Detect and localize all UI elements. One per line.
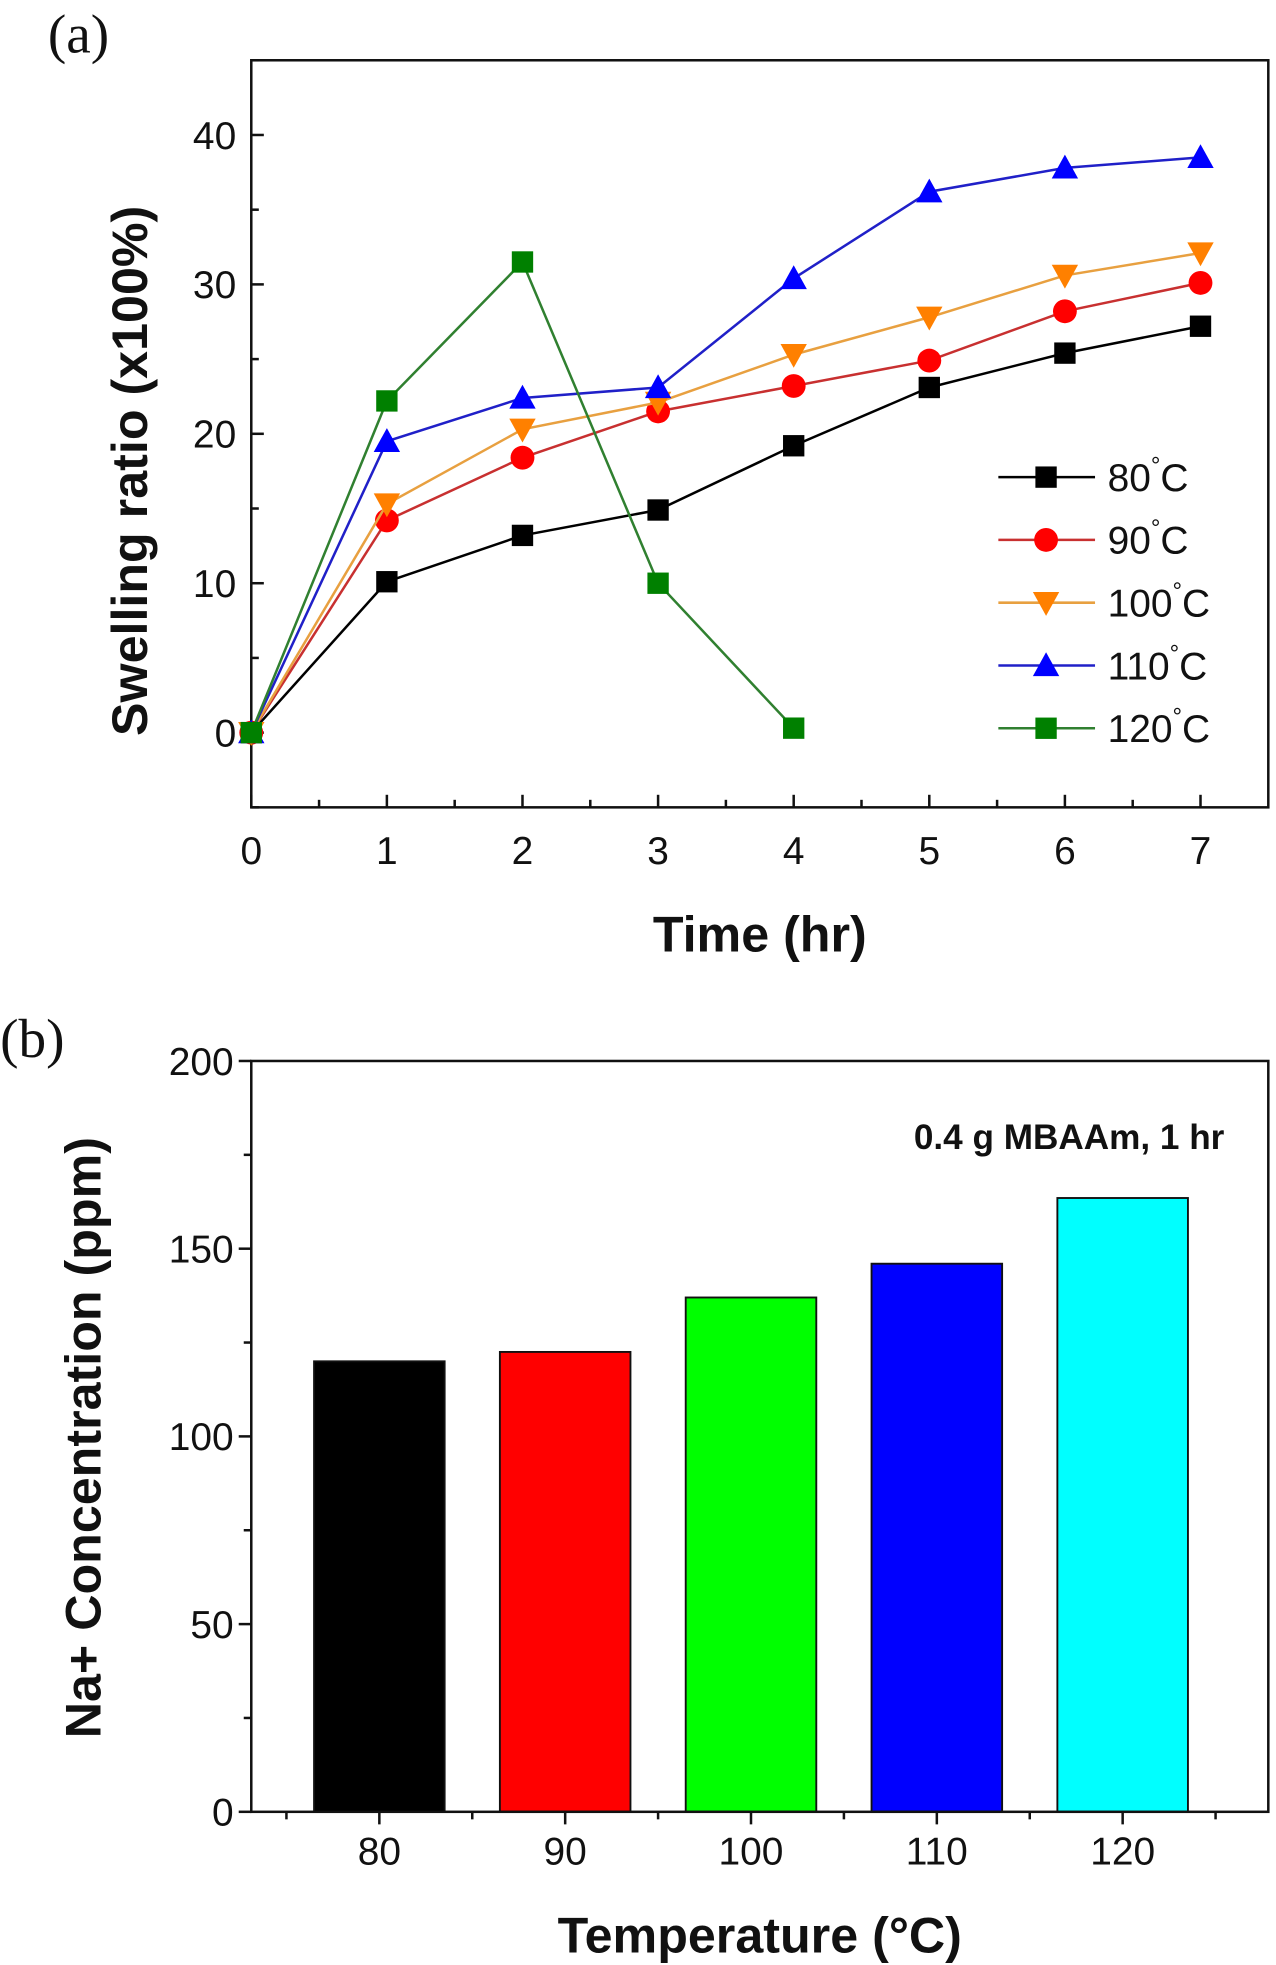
series-line-110 [250, 156, 1201, 734]
y-tick-label-b: 0 [212, 1792, 234, 1835]
data-point-80 [918, 376, 940, 399]
y-tick-label-a: 0 [215, 712, 237, 755]
panel-a-label: (a) [48, 4, 109, 65]
data-point-80 [376, 571, 398, 593]
y-tick-label-b: 200 [169, 1041, 234, 1084]
y-tick-label-a: 40 [193, 115, 236, 158]
bar-100 [684, 1296, 818, 1813]
x-tick-label-a: 0 [240, 830, 262, 873]
data-point-90 [917, 348, 942, 373]
bar-120 [1056, 1197, 1189, 1813]
data-point-80 [647, 499, 669, 521]
x-tick-label-b: 110 [906, 1831, 968, 1874]
legend-item-110: 110°C [998, 641, 1208, 689]
x-tick-label-a: 5 [918, 830, 940, 873]
data-point-120 [376, 390, 398, 412]
y-tick-label-b: 50 [190, 1604, 233, 1647]
legend-marker [1032, 592, 1060, 616]
x-tick-label-b: 100 [719, 1831, 784, 1874]
data-point-100 [780, 343, 807, 368]
x-axis-title-b: Temperature (°C) [558, 1907, 962, 1963]
series-line-120 [250, 259, 795, 734]
bar-110 [870, 1262, 1004, 1813]
series-line-90 [250, 281, 1201, 734]
data-point-80 [1054, 342, 1076, 364]
data-point-80 [783, 435, 805, 457]
data-point-100 [373, 493, 401, 518]
data-point-120 [511, 251, 534, 273]
legend-item-80: 80°C [998, 452, 1189, 500]
data-point-110 [509, 384, 536, 409]
data-point-100 [1187, 242, 1214, 267]
panel-b-label: (b) [0, 1008, 64, 1069]
series-80 [240, 315, 1212, 744]
y-tick-label-a: 20 [193, 414, 236, 457]
series-line-80 [250, 324, 1201, 734]
bar-90 [498, 1350, 632, 1813]
series-110 [238, 144, 1214, 744]
data-point-110 [373, 428, 401, 452]
legend-label: 100°C [1108, 578, 1211, 626]
data-point-110 [1051, 154, 1079, 179]
x-tick-label-a: 7 [1190, 830, 1212, 873]
data-point-110 [780, 265, 807, 290]
data-point-120 [240, 721, 262, 744]
data-point-120 [647, 572, 669, 594]
legend-item-100: 100°C [998, 578, 1211, 626]
x-axis-title-a: Time (hr) [653, 907, 867, 963]
legend: 80°C 90°C 100°C 110°C 120°C [998, 452, 1210, 751]
data-point-90 [510, 445, 535, 470]
y-axis-title-a: Swelling ratio (x100%) [102, 206, 158, 736]
y-axis-title-b: Na+ Concentration (ppm) [56, 1137, 112, 1738]
series-90 [239, 270, 1213, 745]
legend-label: 80°C [1108, 452, 1189, 500]
bar-80 [313, 1360, 446, 1813]
data-point-120 [783, 717, 805, 739]
x-tick-label-b: 80 [358, 1831, 401, 1874]
legend-item-120: 120°C [998, 703, 1210, 751]
legend-label: 90°C [1108, 515, 1189, 563]
legend-label: 120°C [1108, 703, 1211, 751]
data-point-100 [1051, 264, 1079, 289]
y-tick-label-a: 30 [193, 264, 236, 307]
legend-item-90: 90°C [998, 515, 1189, 563]
data-point-110 [644, 374, 672, 399]
legend-marker [1035, 466, 1057, 488]
data-point-80 [1189, 315, 1212, 337]
y-tick-label-b: 100 [169, 1416, 234, 1459]
legend-label: 110°C [1108, 641, 1208, 689]
panel-b: (b) 80 90 100 110 120 0 50 100 150 200 0.4 g MBAA… [0, 1008, 1270, 1963]
data-point-110 [916, 178, 943, 203]
series-120 [240, 251, 805, 744]
y-tick-label-a: 10 [193, 563, 236, 606]
legend-marker [1032, 652, 1060, 677]
x-tick-label-b: 120 [1090, 1831, 1155, 1874]
x-tick-label-a: 3 [647, 830, 669, 873]
data-point-90 [1188, 270, 1213, 295]
data-point-80 [511, 524, 534, 547]
legend-marker [1034, 527, 1058, 552]
panel-a: (a) 0 1 2 3 4 5 6 7 0 10 20 30 40 80°C 90°C 100°C 110°C… [48, 4, 1270, 963]
data-point-90 [781, 374, 806, 398]
data-point-100 [509, 418, 536, 443]
data-point-100 [916, 306, 943, 331]
data-point-90 [1052, 299, 1077, 324]
annotation: 0.4 g MBAAm, 1 hr [914, 1118, 1225, 1157]
x-tick-label-a: 2 [512, 830, 534, 873]
x-tick-label-b: 90 [544, 1831, 587, 1874]
plot-a-frame [250, 59, 1270, 809]
legend-marker [1035, 717, 1057, 739]
y-tick-label-b: 150 [169, 1228, 234, 1271]
x-tick-label-a: 4 [783, 830, 805, 873]
data-point-110 [1187, 144, 1214, 169]
x-tick-label-a: 6 [1054, 830, 1076, 873]
series-line-100 [250, 251, 1201, 734]
x-tick-label-a: 1 [376, 830, 398, 873]
